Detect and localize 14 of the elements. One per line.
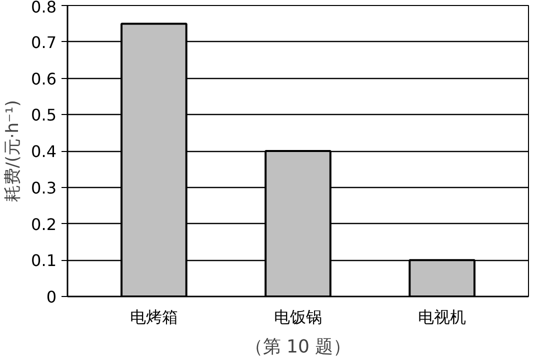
y-tick-label: 0.5 <box>31 106 57 125</box>
y-tick-label: 0.6 <box>31 69 57 88</box>
y-tick-label: 0.4 <box>31 142 57 161</box>
y-tick-label: 0.3 <box>31 178 57 198</box>
y-tick-label: 0.7 <box>31 32 57 52</box>
text: （第 10 题） <box>244 336 352 358</box>
x-tick-label: 电饭锅 <box>274 308 322 326</box>
y-axis-title: 耗费/(元·h⁻¹) <box>3 100 24 202</box>
y-tick-label: 0.2 <box>31 214 57 234</box>
x-tick-label: 电烤箱 <box>130 308 178 326</box>
y-tick-label: 0 <box>46 288 57 306</box>
x-tick-label: 电视机 <box>418 308 466 326</box>
y-tick-label: 0.1 <box>31 251 57 270</box>
y-tick-label: 0.8 <box>31 0 57 16</box>
